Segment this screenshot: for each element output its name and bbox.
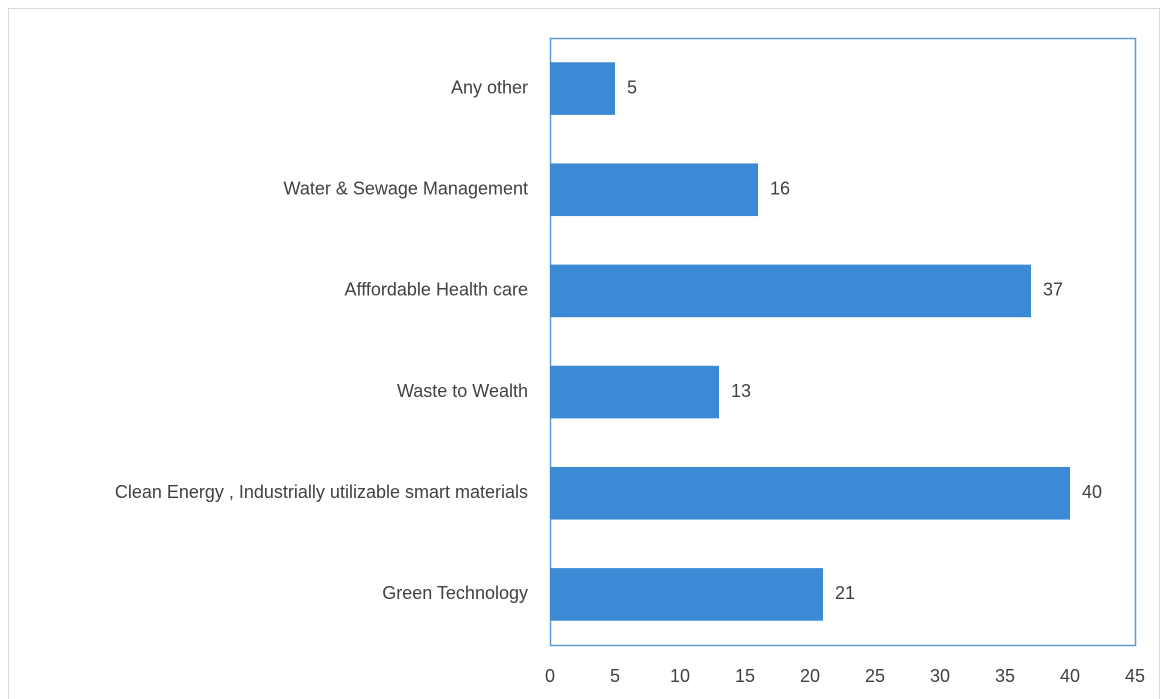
data-label: 21 [835, 583, 855, 603]
y-tick-label: Any other [451, 77, 528, 97]
x-tick-label: 30 [930, 666, 950, 686]
x-tick-label: 45 [1125, 666, 1145, 686]
bar [550, 163, 758, 217]
y-tick-label: Water & Sewage Management [284, 179, 528, 199]
y-tick-label: Waste to Wealth [397, 381, 528, 401]
x-tick-label: 35 [995, 666, 1015, 686]
x-tick-label: 10 [670, 666, 690, 686]
data-label: 37 [1043, 280, 1063, 300]
x-tick-label: 25 [865, 666, 885, 686]
x-tick-label: 5 [610, 666, 620, 686]
x-tick-label: 0 [545, 666, 555, 686]
chart-frame [8, 8, 1160, 699]
bar [550, 466, 1070, 520]
bar [550, 365, 719, 419]
bar [550, 264, 1031, 318]
plot-frame [549, 37, 1137, 647]
data-label: 13 [731, 381, 751, 401]
data-label: 5 [627, 77, 637, 97]
x-tick-label: 40 [1060, 666, 1080, 686]
y-tick-label: Clean Energy , Industrially utilizable s… [115, 482, 528, 502]
y-tick-label: Green Technology [382, 583, 528, 603]
y-tick-label: Afffordable Health care [345, 280, 528, 300]
bar [550, 62, 615, 115]
x-tick-label: 15 [735, 666, 755, 686]
bar [550, 568, 823, 621]
data-label: 16 [770, 179, 790, 199]
x-tick-label: 20 [800, 666, 820, 686]
data-label: 40 [1082, 482, 1102, 502]
